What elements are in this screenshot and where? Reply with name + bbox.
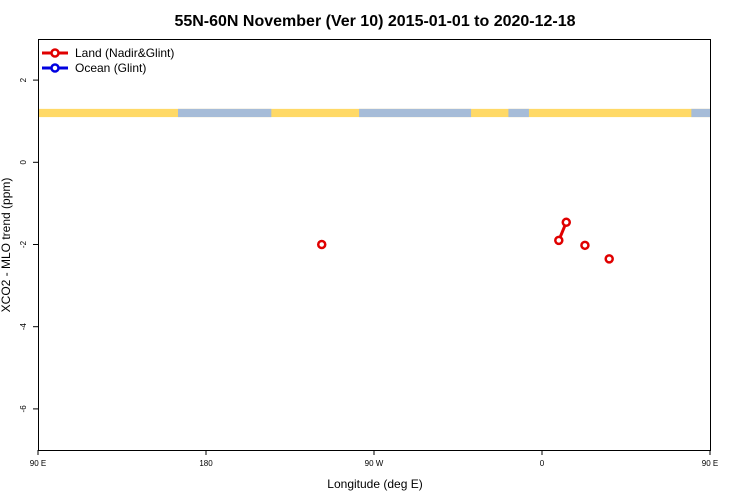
x-tick-label: 180 [199,459,213,468]
ocean-band-segment [691,108,710,118]
ocean-band-segment [359,108,472,118]
data-point [316,239,327,250]
plot-marks [316,217,614,264]
ocean-band-segment [508,108,529,118]
y-tick-label: -2 [19,240,28,248]
data-point [554,235,564,246]
ocean-band-segment [178,108,272,118]
x-axis-label: Longitude (deg E) [327,477,422,491]
legend-item: Land (Nadir&Glint) [42,46,174,60]
legend-label: Land (Nadir&Glint) [75,46,174,60]
legend-item: Ocean (Glint) [42,61,146,75]
legend-marker [50,48,60,58]
y-axis: 2 0 -2 -4 -6 [19,77,38,412]
y-tick-label: 0 [19,160,28,165]
x-tick-label: 90 E [30,459,46,468]
y-axis-label: XCO2 - MLO trend (ppm) [0,178,13,313]
land-ocean-band [39,108,710,118]
y-tick-label: -6 [19,405,28,413]
chart-title: 55N-60N November (Ver 10) 2015-01-01 to … [174,13,575,30]
x-tick-label: 90 W [365,459,384,468]
legend: Land (Nadir&Glint)Ocean (Glint) [42,46,174,75]
x-axis: 90 E 180 90 W 0 90 E [30,450,718,468]
legend-marker [50,63,60,73]
data-point [604,254,614,264]
x-tick-label: 90 E [702,459,718,468]
y-tick-label: 2 [19,77,28,82]
y-tick-label: -4 [19,323,28,331]
x-tick-label: 0 [540,459,545,468]
data-point [580,240,590,251]
legend-label: Ocean (Glint) [75,61,146,75]
data-point [561,217,572,228]
plot-frame [38,39,711,451]
